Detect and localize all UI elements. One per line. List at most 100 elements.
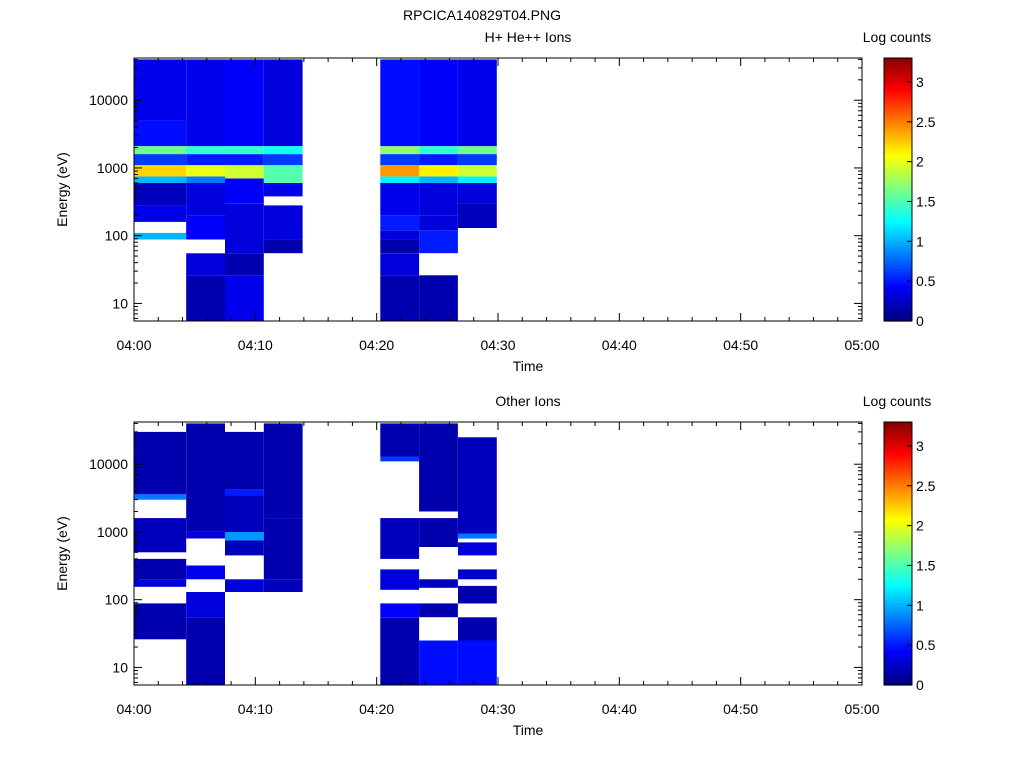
colorbar-tick-label: 0.5: [916, 273, 936, 289]
colorbar-segment: [884, 169, 912, 174]
heatmap-cell: [380, 154, 420, 166]
colorbar-segment: [884, 209, 912, 214]
x-axis-label: Time: [513, 722, 544, 738]
colorbar-segment: [884, 668, 912, 673]
y-tick-label: 10: [112, 295, 128, 311]
colorbar-segment: [884, 652, 912, 657]
colorbar-segment: [884, 297, 912, 302]
colorbar-segment: [884, 81, 912, 85]
heatmap-cell: [134, 603, 187, 640]
heatmap-cell: [134, 232, 187, 240]
heatmap-cell: [419, 275, 458, 321]
colorbar-segment: [884, 317, 912, 322]
colorbar-segment: [884, 612, 912, 617]
colorbar-segment: [884, 658, 912, 663]
x-tick-label: 04:50: [723, 337, 758, 353]
colorbar-segment: [884, 58, 912, 62]
heatmap-cell: [134, 183, 187, 206]
heatmap-cell: [380, 518, 420, 559]
heatmap-cell: [380, 59, 420, 147]
colorbar-tick-label: 2: [916, 154, 924, 170]
colorbar-segment: [884, 487, 912, 492]
colorbar-segment: [884, 573, 912, 578]
heatmap-cell: [458, 585, 497, 604]
y-axis-label: Energy (eV): [54, 152, 70, 227]
colorbar-segment: [884, 609, 912, 614]
colorbar-segment: [884, 311, 912, 316]
x-axis-label: Time: [513, 358, 544, 374]
colorbar-segment: [884, 182, 912, 187]
colorbar-segment: [884, 661, 912, 666]
colorbar-tick-label: 0.5: [916, 637, 936, 653]
colorbar-segment: [884, 278, 912, 283]
colorbar-segment: [884, 294, 912, 299]
colorbar-segment: [884, 104, 912, 108]
colorbar-segment: [884, 61, 912, 66]
heatmap-cell: [186, 423, 225, 532]
colorbar-segment: [884, 422, 912, 426]
colorbar-segment: [884, 71, 912, 76]
heatmap-cell: [380, 146, 420, 155]
panel-h-he-ions: H+ He++ Ions 04:00 04:10 04:20 04:30 04:40 04:…: [54, 29, 936, 374]
colorbar-segment: [884, 520, 912, 525]
colorbar-segment: [884, 510, 912, 515]
heatmap-cell: [263, 146, 303, 155]
colorbar-segment: [884, 596, 912, 601]
colorbar-tick-label: 0: [916, 677, 924, 693]
heatmap-cell: [380, 456, 420, 462]
heatmap-cell: [186, 215, 225, 240]
colorbar-segment: [884, 507, 912, 512]
heatmap-cell: [263, 423, 303, 519]
colorbar-segment: [884, 232, 912, 237]
colorbar-tick-label: 2: [916, 518, 924, 534]
colorbar-segment: [884, 556, 912, 561]
heatmap-cell: [380, 165, 420, 177]
colorbar-segment: [884, 110, 912, 115]
colorbar: 0 0.5 1 1.5 2 2.5 3 Log counts: [863, 29, 936, 329]
colorbar-segment: [884, 268, 912, 273]
colorbar-segment: [884, 553, 912, 558]
colorbar-segment: [884, 461, 912, 466]
colorbar-segment: [884, 428, 912, 433]
colorbar-segment: [884, 159, 912, 164]
colorbar-segment: [884, 304, 912, 309]
heatmap-cell: [419, 154, 458, 166]
colorbar-segment: [884, 619, 912, 624]
colorbar-segment: [884, 438, 912, 443]
colorbar-segment: [884, 90, 912, 95]
panel-other-ions: Other Ions 04:00 04:10 04:20 04:30 04:40 04:50…: [54, 393, 936, 738]
colorbar-segment: [884, 500, 912, 505]
colorbar-segment: [884, 671, 912, 676]
colorbar-segment: [884, 441, 912, 446]
heatmap-cell: [263, 154, 303, 166]
x-tick-label: 04:10: [238, 337, 273, 353]
colorbar-segment: [884, 123, 912, 128]
heatmap-cell: [263, 59, 303, 147]
heatmap-cell: [419, 423, 458, 512]
colorbar-segment: [884, 464, 912, 469]
y-tick-label: 10: [112, 659, 128, 675]
heatmap-cell: [458, 437, 497, 534]
colorbar-segment: [884, 274, 912, 279]
colorbar-segment: [884, 481, 912, 486]
heatmap-cell: [380, 239, 420, 254]
heatmap-cell: [186, 146, 225, 155]
colorbar-segment: [884, 265, 912, 269]
colorbar-segment: [884, 205, 912, 210]
heatmap-cell: [458, 640, 497, 685]
colorbar-segment: [884, 133, 912, 138]
heatmap-cell: [225, 495, 264, 532]
colorbar-segment: [884, 599, 912, 604]
colorbar-segment: [884, 215, 912, 220]
colorbar-segment: [884, 678, 912, 683]
colorbar-segment: [884, 454, 912, 459]
colorbar-segment: [884, 281, 912, 286]
colorbar-segment: [884, 225, 912, 230]
heatmap-cell: [225, 275, 264, 321]
colorbar-segment: [884, 228, 912, 233]
colorbar-tick-label: 2.5: [916, 114, 936, 130]
colorbar-segment: [884, 435, 912, 440]
colorbar-segment: [884, 176, 912, 181]
heatmap-cell: [263, 579, 303, 592]
colorbar-segment: [884, 163, 912, 168]
